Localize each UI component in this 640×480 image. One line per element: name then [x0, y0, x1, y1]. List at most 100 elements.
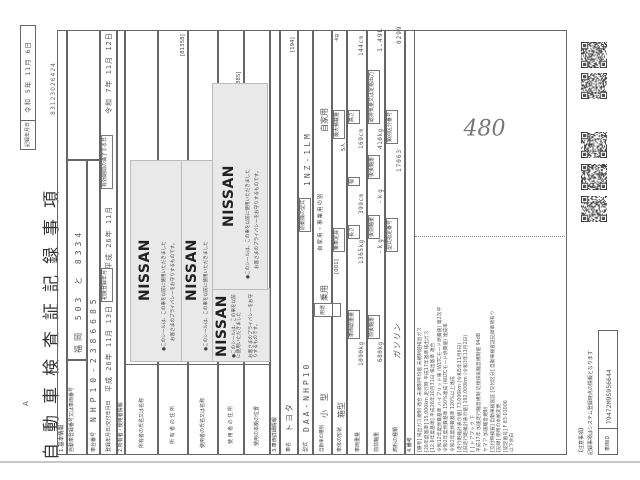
qr-module — [584, 200, 586, 202]
qr-module — [595, 91, 597, 93]
qr-module — [587, 91, 589, 93]
qr-module — [585, 77, 587, 79]
qr-module — [581, 181, 583, 183]
qr-module — [589, 145, 591, 147]
qr-module — [596, 185, 598, 187]
qr-module — [605, 42, 607, 44]
qr-module — [589, 66, 591, 68]
qr-module — [596, 197, 598, 199]
qr-module — [604, 156, 606, 158]
qr-module — [589, 144, 591, 146]
qr-module — [595, 165, 597, 167]
owner-address-code: [81358] — [180, 34, 186, 56]
qr-module — [596, 210, 598, 212]
qr-module — [593, 179, 595, 181]
qr-module — [592, 79, 594, 81]
qr-module — [594, 171, 596, 173]
qr-module — [591, 50, 593, 52]
qr-module — [591, 59, 593, 61]
qr-module — [583, 218, 585, 220]
qr-module — [587, 79, 589, 81]
qr-module — [591, 51, 593, 53]
qr-module — [582, 84, 584, 86]
qr-module — [598, 167, 600, 169]
body-row: 車体の形状 箱型 [001] 乗車定員 5人 最大積載量 -kg — [332, 30, 347, 455]
qr-module — [590, 46, 592, 48]
qr-module — [603, 210, 605, 212]
qr-module — [603, 175, 605, 177]
qr-module — [585, 53, 587, 55]
qr-module — [598, 185, 600, 187]
qr-module — [600, 144, 602, 146]
qr-module — [592, 86, 594, 88]
qr-module — [581, 184, 583, 186]
qr-module — [585, 166, 587, 168]
qr-module — [588, 63, 590, 65]
qr-module — [603, 93, 605, 95]
qr-module — [587, 165, 589, 167]
qr-module — [603, 78, 605, 80]
qr-module — [604, 148, 606, 150]
qr-module — [588, 77, 590, 79]
qr-module — [591, 185, 593, 187]
qr-module — [594, 185, 596, 187]
gross-weight: 1365kg — [358, 239, 365, 264]
maker-code: [194] — [290, 37, 296, 52]
displacement: 1.49L — [376, 27, 384, 52]
qr-module — [603, 152, 605, 154]
qr-module — [586, 66, 588, 68]
qr-module — [592, 219, 594, 221]
qr-module — [598, 46, 600, 48]
qr-module — [594, 58, 596, 60]
section-title: 1.基本情報 — [59, 424, 65, 452]
qr-module — [581, 180, 583, 182]
qr-module — [604, 134, 606, 136]
qr-module — [587, 153, 589, 155]
qr-module — [593, 95, 595, 97]
qr-module — [587, 137, 589, 139]
qr-module — [591, 92, 593, 94]
qr-module — [593, 156, 595, 158]
qr-module — [592, 64, 594, 66]
qr-module — [601, 165, 603, 167]
qr-module — [582, 132, 584, 134]
qr-module — [596, 180, 598, 182]
qr-module — [601, 178, 603, 180]
qr-module — [597, 83, 599, 85]
qr-module — [583, 177, 585, 179]
qr-module — [602, 63, 604, 65]
qr-module — [589, 206, 591, 208]
qr-module — [588, 202, 590, 204]
qr-module — [585, 79, 587, 81]
qr-module — [581, 188, 583, 190]
qr-module — [588, 154, 590, 156]
qr-module — [582, 60, 584, 62]
qr-module — [591, 167, 593, 169]
qr-module — [595, 171, 597, 173]
qr-module — [602, 86, 604, 88]
qr-module — [602, 137, 604, 139]
qr-module — [599, 150, 601, 152]
qr-module — [597, 181, 599, 183]
qr-module — [605, 91, 607, 93]
qr-module — [592, 75, 594, 77]
qr-module — [604, 204, 606, 206]
qr-module — [585, 216, 587, 218]
qr-module — [605, 156, 607, 158]
qr-module — [591, 143, 593, 145]
rf-axle: -kg — [377, 187, 384, 204]
qr-module — [590, 88, 592, 90]
qr-module — [593, 51, 595, 53]
qr-module — [581, 49, 583, 51]
qr-module — [583, 172, 585, 174]
qr-module — [599, 51, 601, 53]
qr-module — [584, 73, 586, 75]
qr-module — [595, 199, 597, 201]
qr-module — [605, 74, 607, 76]
qr-module — [603, 178, 605, 180]
qr-module — [603, 200, 605, 202]
qr-module — [595, 80, 597, 82]
qr-module — [604, 97, 606, 99]
qr-module — [595, 96, 597, 98]
qr-module — [584, 145, 586, 147]
